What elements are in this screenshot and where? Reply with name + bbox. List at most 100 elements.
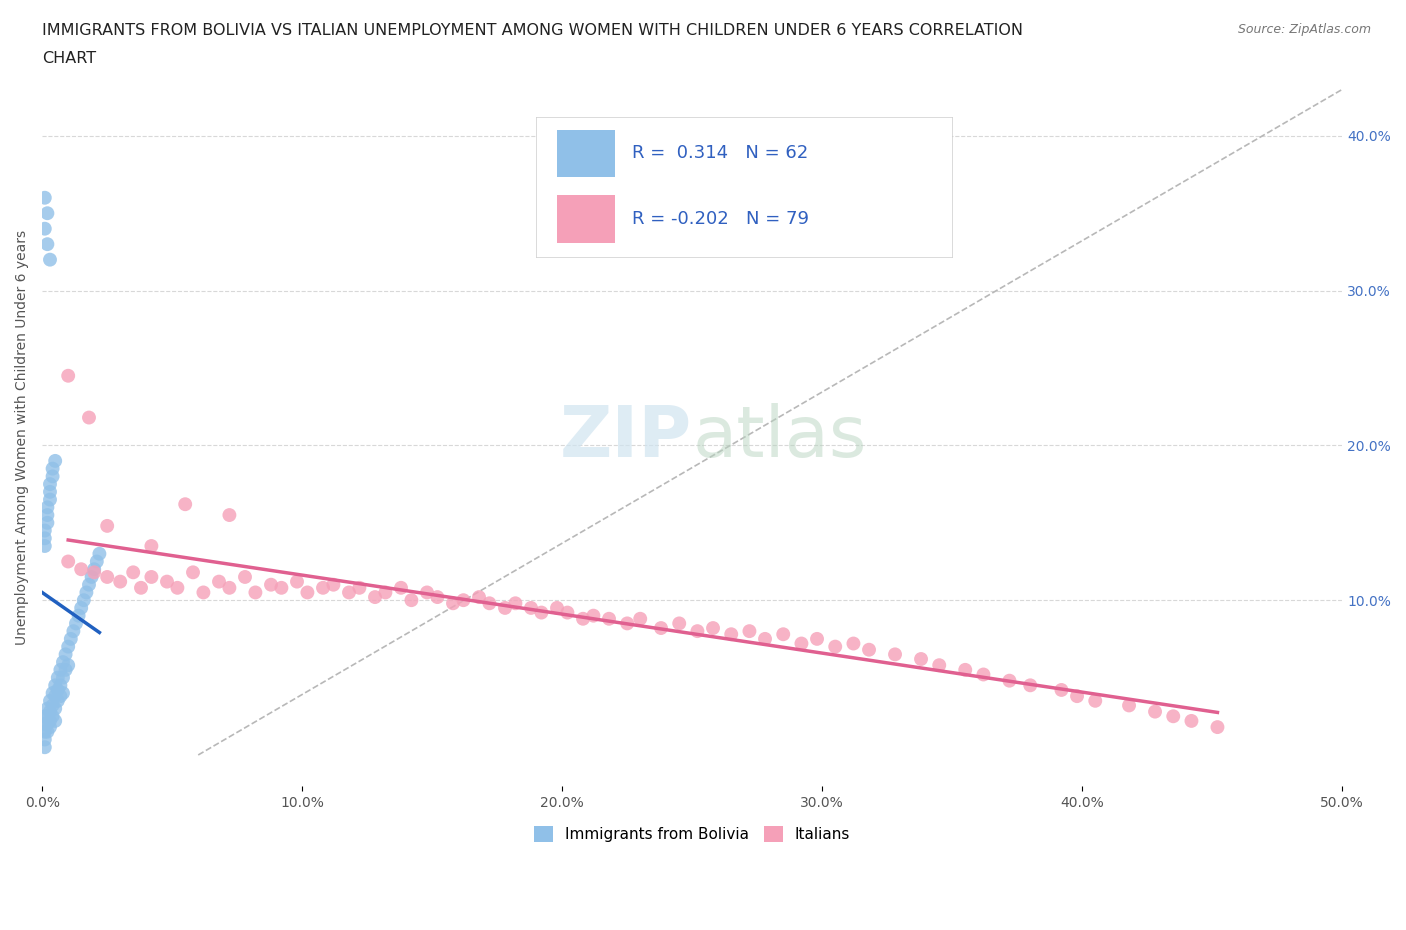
- Text: CHART: CHART: [42, 51, 96, 66]
- Point: [218, 580, 240, 595]
- Point: [86, 554, 108, 569]
- Point: [37, 237, 59, 252]
- Point: [41, 469, 63, 484]
- Point: [73, 592, 96, 607]
- Point: [77, 410, 100, 425]
- Legend: Immigrants from Bolivia, Italians: Immigrants from Bolivia, Italians: [529, 819, 856, 848]
- Point: [41, 685, 63, 700]
- Point: [955, 662, 977, 677]
- Point: [806, 631, 828, 646]
- Point: [83, 562, 105, 577]
- Point: [39, 485, 62, 499]
- Point: [505, 596, 527, 611]
- Point: [37, 717, 59, 732]
- Point: [1084, 694, 1107, 709]
- Point: [141, 538, 163, 553]
- Point: [34, 739, 56, 754]
- Point: [46, 694, 69, 709]
- Point: [270, 580, 292, 595]
- Point: [80, 569, 103, 584]
- Point: [58, 554, 80, 569]
- Point: [39, 704, 62, 719]
- Point: [1206, 720, 1229, 735]
- Point: [374, 585, 396, 600]
- Point: [96, 518, 118, 533]
- Point: [208, 574, 231, 589]
- Point: [89, 546, 111, 561]
- Point: [58, 639, 80, 654]
- Y-axis label: Unemployment Among Women with Children Under 6 years: Unemployment Among Women with Children U…: [15, 230, 30, 645]
- Point: [720, 627, 742, 642]
- Point: [260, 578, 283, 592]
- Point: [572, 611, 595, 626]
- Point: [738, 624, 761, 639]
- Text: ZIP: ZIP: [560, 404, 692, 472]
- Point: [322, 578, 344, 592]
- Point: [37, 508, 59, 523]
- Point: [59, 631, 82, 646]
- Point: [174, 497, 197, 512]
- Point: [401, 592, 423, 607]
- Point: [34, 732, 56, 747]
- Point: [70, 562, 93, 577]
- Point: [83, 565, 105, 579]
- Point: [44, 701, 66, 716]
- Point: [34, 221, 56, 236]
- Point: [520, 601, 543, 616]
- Point: [972, 667, 994, 682]
- Point: [998, 673, 1021, 688]
- Point: [754, 631, 776, 646]
- Point: [39, 694, 62, 709]
- Point: [67, 608, 90, 623]
- Point: [34, 538, 56, 553]
- Point: [884, 647, 907, 662]
- Point: [245, 585, 267, 600]
- Point: [1050, 683, 1073, 698]
- Point: [129, 580, 152, 595]
- Point: [349, 580, 371, 595]
- Point: [928, 658, 950, 672]
- Point: [468, 590, 491, 604]
- Point: [41, 461, 63, 476]
- Point: [65, 616, 87, 631]
- Point: [34, 523, 56, 538]
- Point: [557, 605, 579, 620]
- Point: [494, 601, 516, 616]
- Point: [1066, 689, 1088, 704]
- Point: [1161, 709, 1184, 724]
- Point: [453, 592, 475, 607]
- Point: [37, 709, 59, 724]
- Point: [478, 596, 501, 611]
- Point: [166, 580, 188, 595]
- Point: [156, 574, 179, 589]
- Point: [426, 590, 449, 604]
- Point: [650, 620, 672, 635]
- Point: [39, 252, 62, 267]
- Text: Source: ZipAtlas.com: Source: ZipAtlas.com: [1237, 23, 1371, 36]
- Point: [37, 515, 59, 530]
- Point: [75, 585, 97, 600]
- Point: [598, 611, 620, 626]
- Point: [39, 720, 62, 735]
- Point: [41, 698, 63, 713]
- Point: [530, 605, 553, 620]
- Point: [44, 454, 66, 469]
- Point: [41, 709, 63, 724]
- Point: [218, 508, 240, 523]
- Point: [96, 569, 118, 584]
- Point: [58, 658, 80, 672]
- Point: [616, 616, 638, 631]
- Point: [285, 574, 308, 589]
- Point: [49, 689, 72, 704]
- Point: [628, 611, 651, 626]
- Point: [37, 701, 59, 716]
- Point: [55, 647, 77, 662]
- Point: [772, 627, 794, 642]
- Point: [389, 580, 412, 595]
- Text: atlas: atlas: [692, 404, 866, 472]
- Point: [39, 713, 62, 728]
- Point: [910, 652, 932, 667]
- Point: [1118, 698, 1140, 713]
- Point: [44, 713, 66, 728]
- Point: [55, 662, 77, 677]
